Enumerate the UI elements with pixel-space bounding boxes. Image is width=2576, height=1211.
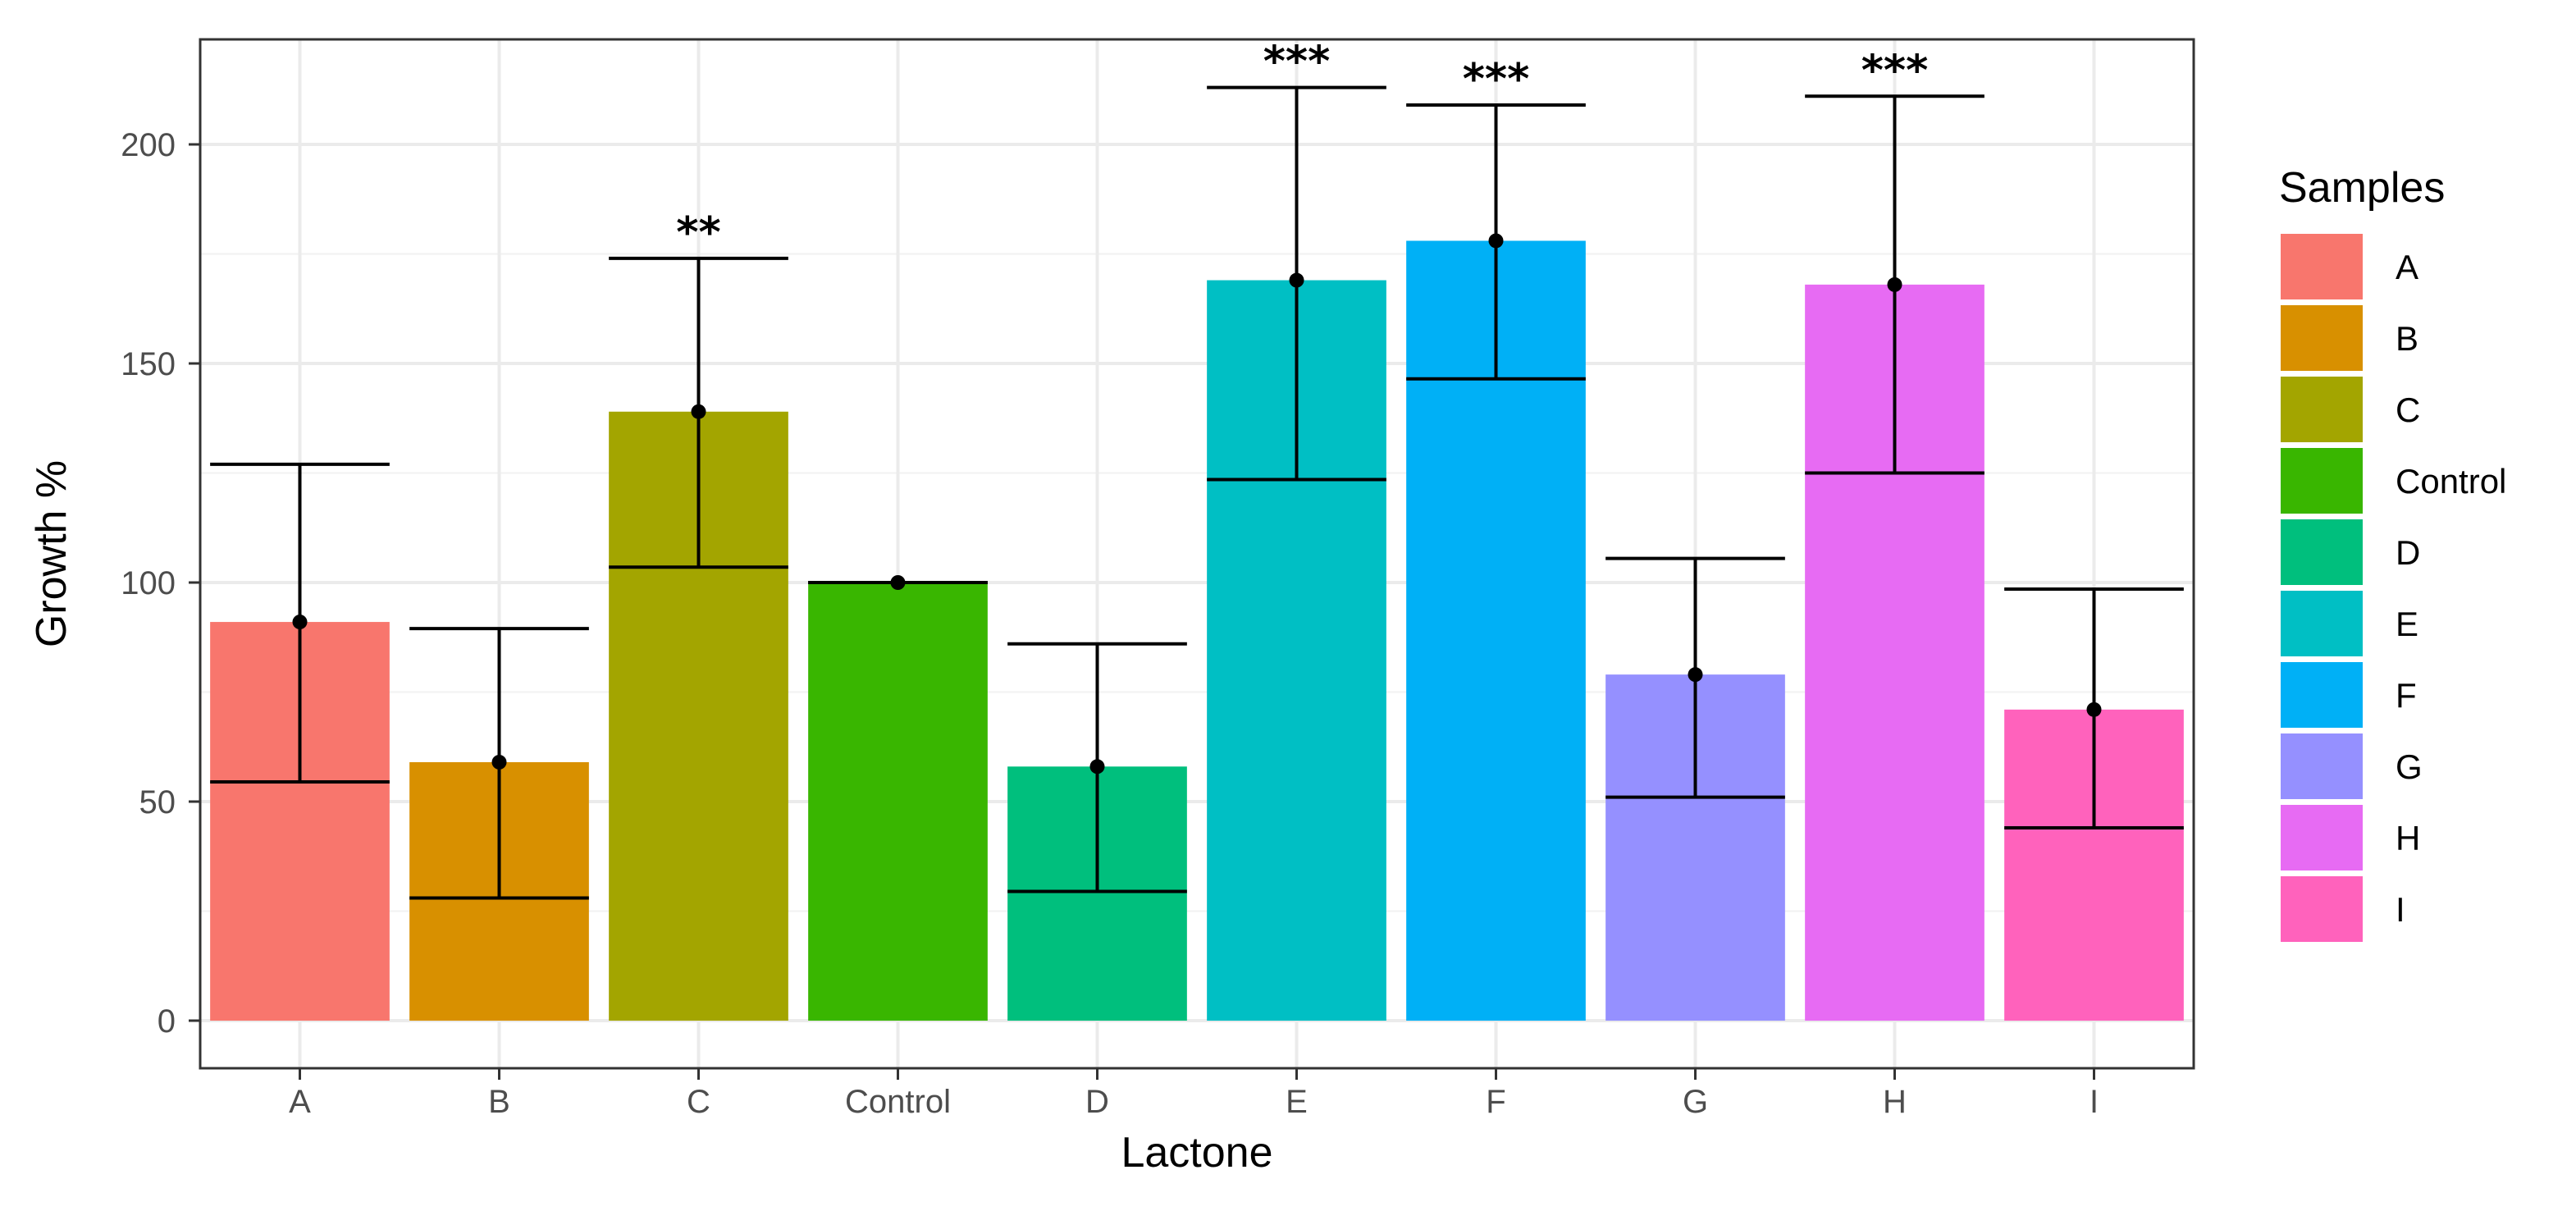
significance-label-e: *** [1263,38,1331,87]
x-tick-label: A [289,1084,311,1120]
y-axis-title: Growth % [28,460,75,647]
legend-label-control: Control [2396,462,2506,500]
legend-label-f: F [2396,676,2417,715]
error-bar-layer [210,85,2184,900]
x-tick-label: Control [845,1084,951,1120]
x-tick-label: F [1486,1084,1505,1120]
legend-key-a [2281,234,2363,299]
mean-point-g [1688,667,1703,683]
legend-title: Samples [2279,164,2445,212]
mean-point-f [1488,233,1504,249]
x-tick-label: B [488,1084,510,1120]
legend-key-c [2281,377,2363,442]
significance-label-h: *** [1861,46,1929,95]
legend-key-i [2281,876,2363,942]
legend-label-e: E [2396,605,2418,643]
x-tick-label: E [1286,1084,1308,1120]
bar-layer [210,240,2184,1021]
legend-label-a: A [2396,248,2418,286]
y-tick-label: 100 [121,565,176,601]
x-tick-label: G [1683,1084,1708,1120]
legend-label-h: H [2396,819,2420,857]
mean-point-h [1887,276,1902,292]
bar-control [808,583,988,1021]
legend-key-control [2281,448,2363,514]
x-axis-title: Lactone [1121,1129,1272,1177]
y-tick-label: 200 [121,127,176,163]
mean-point-d [1089,759,1105,775]
legend-label-c: C [2396,391,2420,429]
mean-point-e [1289,272,1304,288]
y-tick-label: 50 [139,784,176,820]
y-tick-label: 0 [158,1003,176,1040]
significance-label-f: *** [1463,55,1530,104]
legend-label-d: D [2396,533,2420,572]
mean-point-control [890,575,906,590]
x-tick-label: D [1085,1084,1109,1120]
mean-point-b [491,754,507,770]
significance-label-c: ** [676,208,720,258]
legend-key-d [2281,519,2363,585]
legend-key-b [2281,305,2363,371]
mean-point-i [2086,701,2102,717]
x-tick-label: C [687,1084,710,1120]
y-tick-label: 150 [121,346,176,382]
mean-point-c [691,404,706,419]
legend-key-h [2281,805,2363,871]
legend-key-f [2281,662,2363,728]
legend-key-e [2281,591,2363,656]
legend-label-g: G [2396,747,2423,786]
legend-key-g [2281,733,2363,799]
x-tick-label: I [2090,1084,2099,1120]
plot-panel-border [199,38,2195,1070]
legend-label-i: I [2396,890,2405,929]
significance-layer: ***** *** *** [676,38,1928,258]
x-tick-label: H [1883,1084,1907,1120]
axis-layer: 0 50 100 150 200 A B C Control D E F G H I [121,127,2099,1120]
legend-label-b: B [2396,319,2418,358]
mean-point-a [292,615,308,630]
